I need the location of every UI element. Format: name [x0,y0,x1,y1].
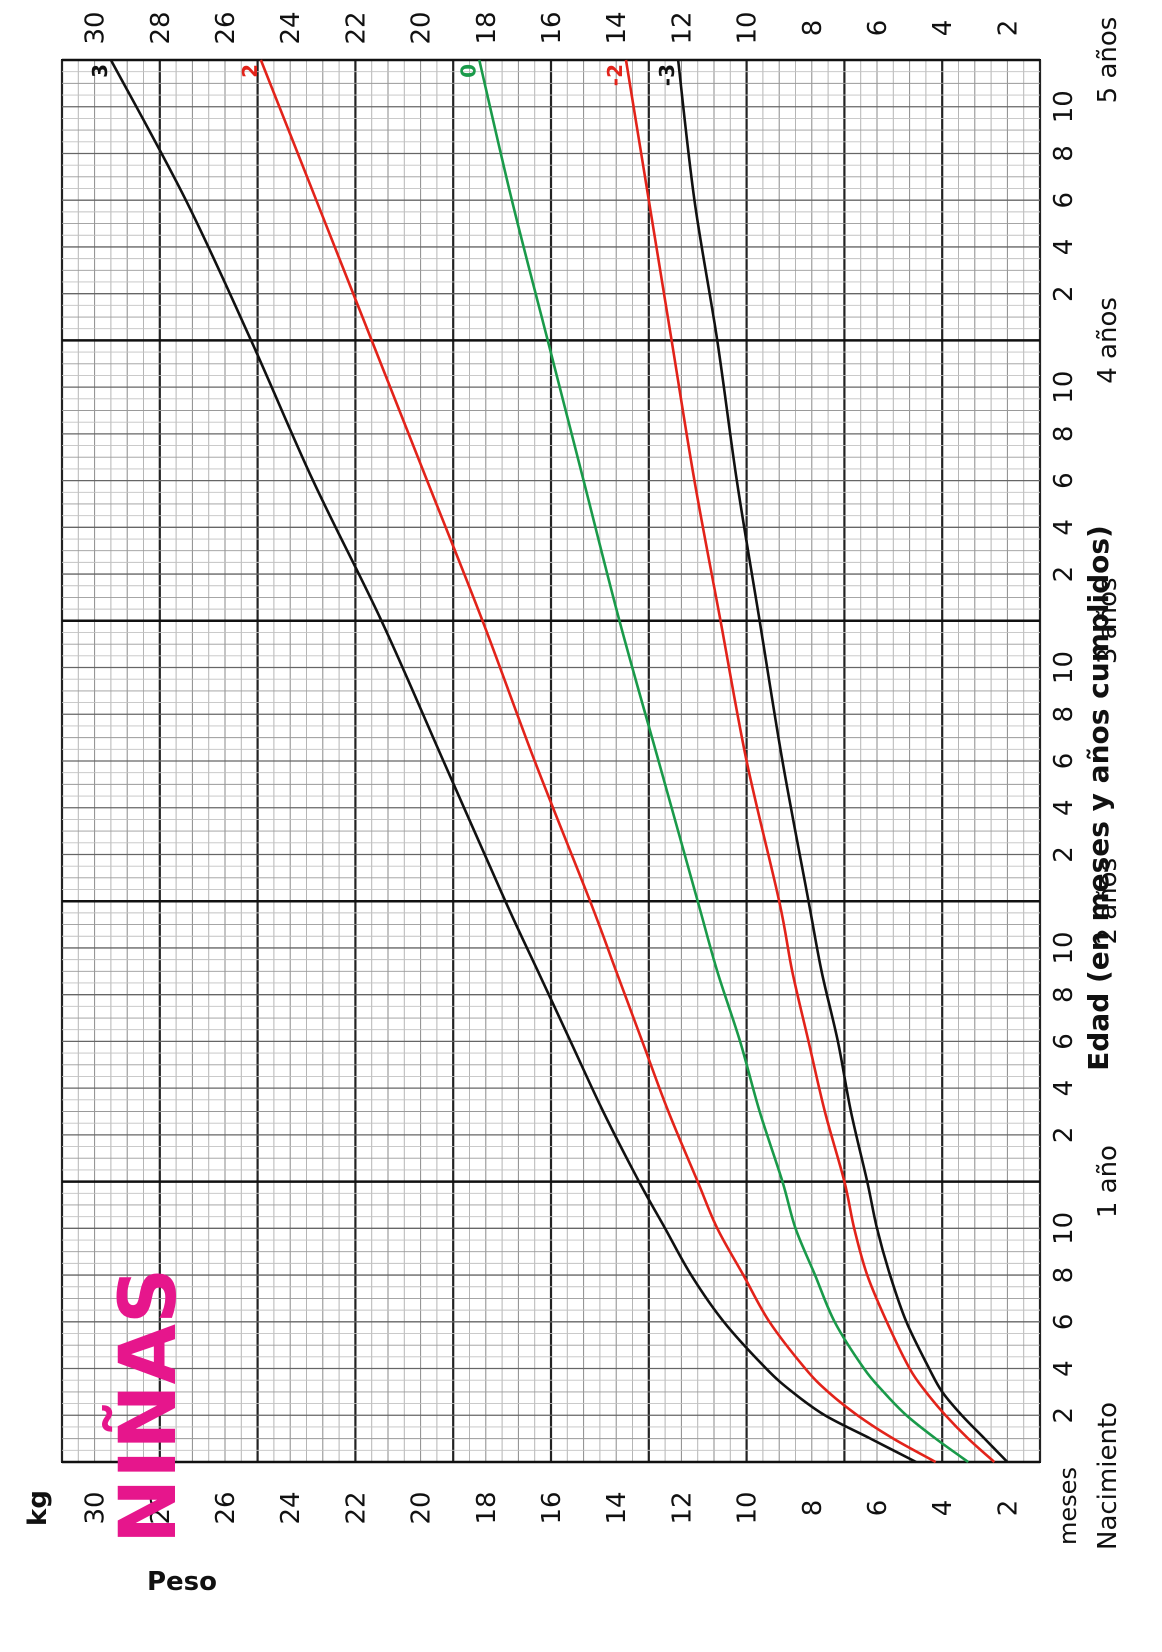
x-tick-month: 8 [1049,706,1079,723]
axes: 2244668810101212141416161818202022222424… [81,11,1123,1550]
x-axis-title: Edad (en meses y años cumplidos) [1082,525,1115,1071]
x-year-label: 5 años [1093,17,1123,104]
x-tick-month: 10 [1049,90,1079,123]
series-label-2: 2 [238,64,262,78]
x-tick-month: 4 [1049,1360,1079,1377]
y-tick-left: 4 [928,1500,958,1517]
x-year-label: 2 años [1093,858,1123,945]
y-tick-left: 14 [602,1491,632,1524]
y-tick-right: 16 [537,11,567,44]
x-tick-month: 8 [1049,426,1079,443]
y-tick-right: 30 [81,11,111,44]
y-tick-right: 22 [341,11,371,44]
series-label--3: -3 [655,64,679,86]
series-line-3 [109,59,917,1464]
x-tick-month: 6 [1049,1033,1079,1050]
series-line-0 [478,59,970,1464]
y-tick-left: 24 [276,1491,306,1524]
x-tick-month: 8 [1049,1267,1079,1284]
y-tick-right: 24 [276,11,306,44]
x-tick-month: 6 [1049,192,1079,209]
series-line--3 [676,59,1009,1463]
y-tick-left: 6 [863,1500,893,1517]
x-tick-month: 6 [1049,1314,1079,1331]
y-tick-right: 12 [667,11,697,44]
y-axis-unit: kg [23,1490,53,1526]
y-tick-left: 16 [537,1491,567,1524]
series-line-2 [259,59,937,1464]
x-tick-month: 4 [1049,799,1079,816]
y-tick-left: 18 [472,1491,502,1524]
x-tick-month: 6 [1049,472,1079,489]
y-tick-left: 22 [341,1491,371,1524]
x-tick-month: 4 [1049,239,1079,256]
x-axis-unit: meses [1054,1467,1082,1545]
x-tick-month: 2 [1049,1407,1079,1424]
y-tick-right: 10 [733,11,763,44]
y-tick-right: 2 [993,20,1023,37]
x-year-label: 1 año [1093,1145,1123,1218]
chart-title: NIÑAS [102,1268,194,1544]
y-tick-left: 30 [81,1491,111,1524]
y-tick-left: 26 [211,1491,241,1524]
y-tick-right: 26 [211,11,241,44]
y-tick-left: 28 [146,1491,176,1524]
x-tick-month: 10 [1049,1212,1079,1245]
y-tick-left: 20 [407,1491,437,1524]
x-tick-month: 6 [1049,753,1079,770]
y-tick-left: 2 [993,1500,1023,1517]
x-year-label: 4 años [1093,297,1123,384]
series-line--2 [624,59,996,1463]
y-tick-right: 14 [602,11,632,44]
y-tick-right: 6 [863,20,893,37]
x-tick-month: 10 [1049,931,1079,964]
x-tick-month: 10 [1049,651,1079,684]
y-tick-right: 4 [928,20,958,37]
x-tick-month: 10 [1049,371,1079,404]
series-label-0: 0 [456,64,480,78]
x-tick-month: 4 [1049,1080,1079,1097]
x-tick-month: 2 [1049,1127,1079,1144]
y-tick-right: 18 [472,11,502,44]
curves: 3 2 0 -2 -3 [88,59,1009,1464]
x-tick-month: 4 [1049,519,1079,536]
y-tick-right: 20 [407,11,437,44]
series-label--2: -2 [603,64,627,86]
series-label-3: 3 [88,64,112,78]
y-tick-left: 10 [733,1491,763,1524]
y-axis-title: Peso [147,1567,217,1597]
y-tick-left: 8 [798,1500,828,1517]
x-tick-month: 8 [1049,145,1079,162]
x-year-label: 3 años [1093,577,1123,664]
x-tick-month: 8 [1049,986,1079,1003]
y-tick-left: 12 [667,1491,697,1524]
x-year-label: Nacimiento [1093,1402,1123,1550]
x-tick-month: 2 [1049,285,1079,302]
x-tick-month: 2 [1049,566,1079,583]
grid [60,58,1042,1464]
x-tick-month: 2 [1049,846,1079,863]
y-tick-right: 8 [798,20,828,37]
y-tick-right: 28 [146,11,176,44]
